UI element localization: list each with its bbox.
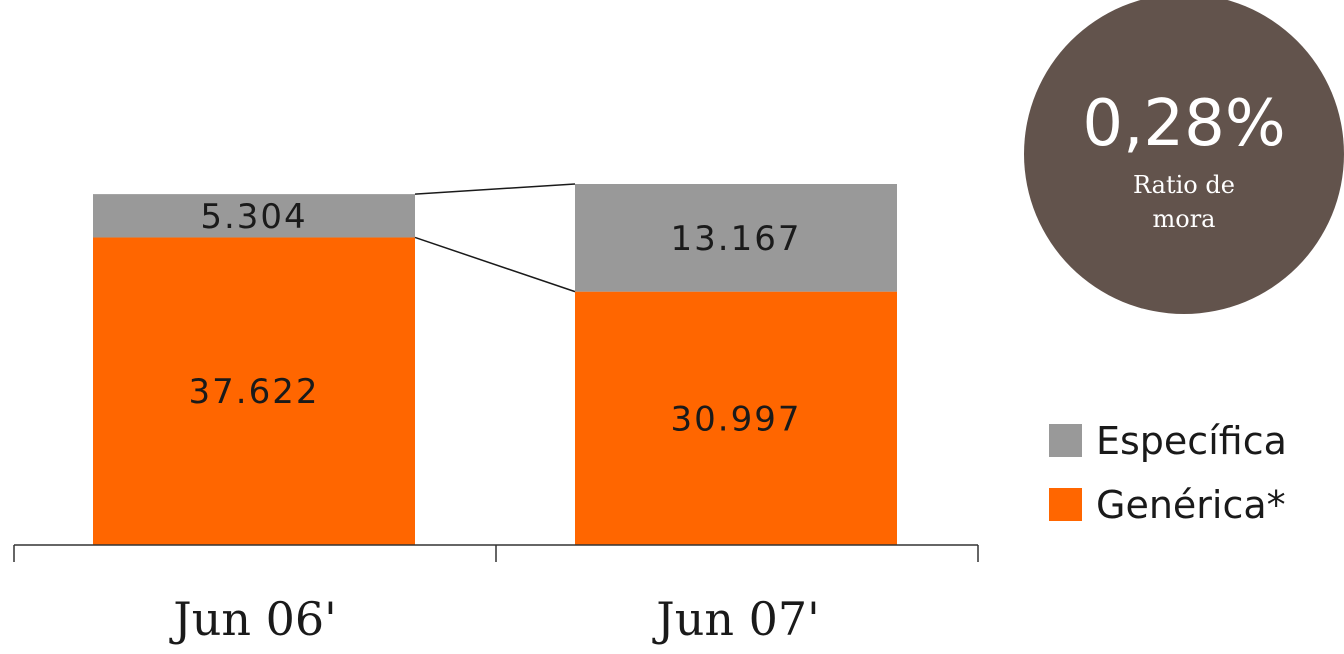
bar-especifica-jun-07: [575, 184, 897, 292]
badge-label-line-1: Ratio de: [1133, 171, 1235, 199]
category-label-jun-07: Jun 07': [652, 592, 820, 646]
x-axis: [13, 544, 979, 562]
legend: Específica Genérica*: [1049, 419, 1287, 527]
badge-circle: [1024, 0, 1344, 314]
bars-layer: [93, 184, 897, 545]
labels-layer: 37.622 5.304 30.997 13.167: [189, 197, 802, 440]
npl-ratio-badge: 0,28% Ratio de mora: [1024, 0, 1344, 314]
badge-value: 0,28%: [1082, 87, 1285, 161]
legend-swatch-generica: [1049, 488, 1082, 521]
connectors-layer: [414, 183, 576, 293]
data-label-generica-jun-06: 37.622: [189, 372, 320, 412]
connector-line-especifica: [414, 183, 576, 195]
data-label-especifica-jun-06: 5.304: [200, 197, 307, 237]
connector-line-generica: [414, 236, 576, 293]
category-labels: Jun 06' Jun 07': [169, 592, 820, 646]
legend-swatch-especifica: [1049, 424, 1082, 457]
legend-label-especifica: Específica: [1096, 419, 1287, 463]
legend-label-generica: Genérica*: [1096, 483, 1286, 527]
data-label-generica-jun-07: 30.997: [671, 399, 802, 439]
bar-especifica-jun-06: [93, 194, 415, 238]
data-label-especifica-jun-07: 13.167: [671, 219, 802, 259]
bar-generica-jun-06: [93, 237, 415, 545]
badge-label-line-2: mora: [1153, 205, 1216, 233]
bar-generica-jun-07: [575, 291, 897, 545]
category-label-jun-06: Jun 06': [169, 592, 337, 646]
